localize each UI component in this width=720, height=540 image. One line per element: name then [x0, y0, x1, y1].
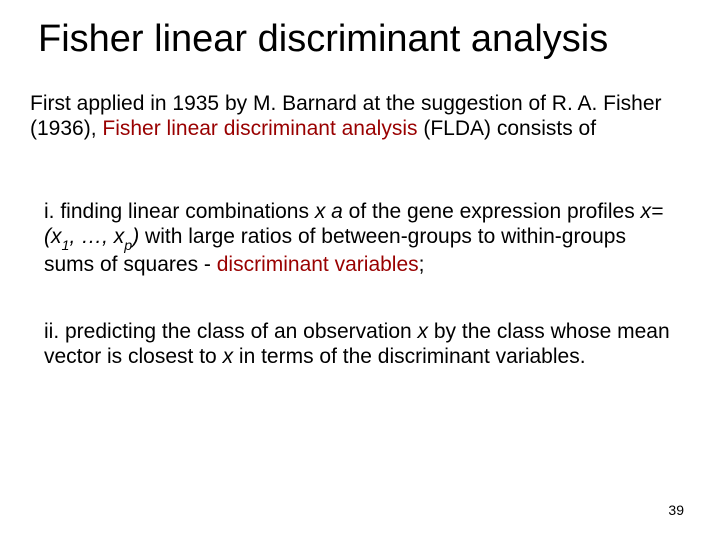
slide-title: Fisher linear discriminant analysis	[38, 18, 700, 62]
intro-paragraph: First applied in 1935 by M. Barnard at t…	[30, 92, 680, 142]
i2-e: in terms of the discriminant variables.	[233, 345, 585, 368]
slide: Fisher linear discriminant analysis Firs…	[0, 0, 720, 540]
intro-text-3: (FLDA) consists of	[418, 117, 597, 140]
i1-a: i. finding linear combinations	[44, 200, 315, 223]
i1-sub1: 1	[62, 238, 70, 254]
i1-highlight: discriminant variables	[217, 253, 419, 276]
i1-subp: p	[124, 238, 132, 254]
i1-f: , …, x	[69, 225, 124, 248]
i2-a: ii. predicting the class of an observati…	[44, 320, 418, 343]
i1-b: x a	[315, 200, 343, 223]
i2-d: x	[223, 345, 234, 368]
i1-c: of the gene expression profiles	[343, 200, 641, 223]
bullet-item-1: i. finding linear combinations x a of th…	[44, 200, 670, 278]
intro-highlight: Fisher linear discriminant analysis	[102, 117, 417, 140]
bullet-item-2: ii. predicting the class of an observati…	[44, 320, 670, 370]
page-number: 39	[668, 502, 684, 518]
i1-k: ;	[419, 253, 425, 276]
i2-b: x	[418, 320, 429, 343]
